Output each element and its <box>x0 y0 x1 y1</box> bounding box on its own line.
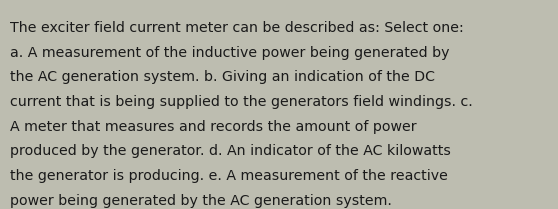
Text: the AC generation system. b. Giving an indication of the DC: the AC generation system. b. Giving an i… <box>10 70 435 84</box>
Text: power being generated by the AC generation system.: power being generated by the AC generati… <box>10 194 392 208</box>
Text: produced by the generator. d. An indicator of the AC kilowatts: produced by the generator. d. An indicat… <box>10 144 451 158</box>
Text: the generator is producing. e. A measurement of the reactive: the generator is producing. e. A measure… <box>10 169 448 183</box>
Text: A meter that measures and records the amount of power: A meter that measures and records the am… <box>10 120 417 134</box>
Text: The exciter field current meter can be described as: Select one:: The exciter field current meter can be d… <box>10 21 464 35</box>
Text: current that is being supplied to the generators field windings. c.: current that is being supplied to the ge… <box>10 95 473 109</box>
Text: a. A measurement of the inductive power being generated by: a. A measurement of the inductive power … <box>10 46 450 60</box>
